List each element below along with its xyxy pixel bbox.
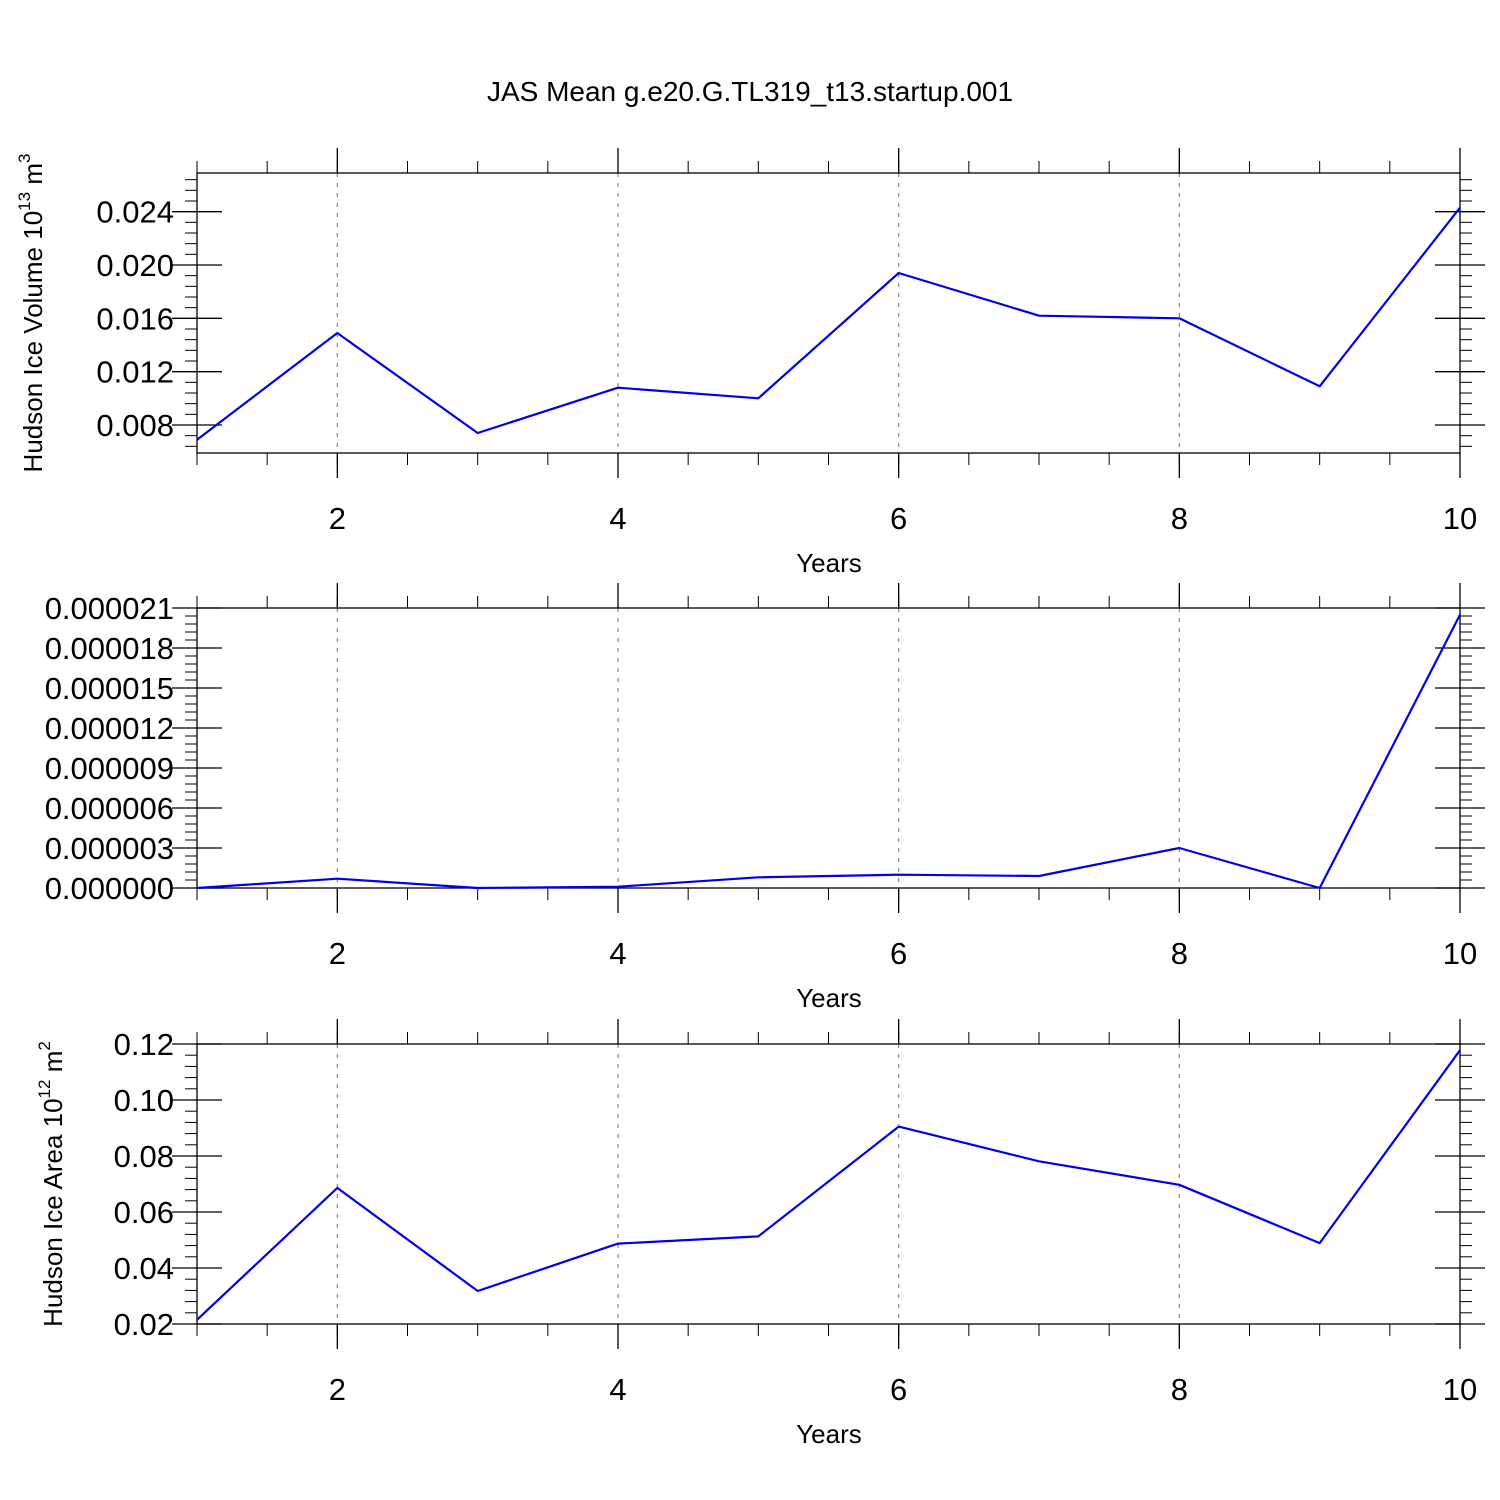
x-tick-label: 2 bbox=[329, 936, 346, 971]
y-tick-label: 0.000018 bbox=[45, 631, 174, 666]
x-tick-label: 2 bbox=[329, 1372, 346, 1407]
series-line bbox=[196, 207, 1461, 441]
series-line bbox=[196, 1049, 1461, 1321]
y-tick-label: 0.000021 bbox=[45, 591, 174, 626]
x-tick-label: 2 bbox=[329, 501, 346, 536]
y-axis-title: Hudson Ice Volume 1013 m3 bbox=[15, 154, 48, 473]
x-tick-label: 10 bbox=[1443, 1372, 1477, 1407]
y-tick-label: 0.08 bbox=[114, 1139, 174, 1174]
series-line bbox=[196, 614, 1461, 890]
plot-frame bbox=[196, 172, 1461, 454]
y-tick-label: 0.12 bbox=[114, 1027, 174, 1062]
y-axis-title-unit: m bbox=[38, 1051, 68, 1080]
x-tick-label: 10 bbox=[1443, 501, 1477, 536]
y-tick-label: 0.016 bbox=[96, 301, 174, 336]
y-tick-label: 0.02 bbox=[114, 1307, 174, 1342]
chart-panel-2: 2 4 6 8 10 0.000000 0.000003 0.000006 0.000009 0.… bbox=[45, 583, 1485, 1013]
y-tick-label: 0.008 bbox=[96, 408, 174, 443]
x-axis-title: Years bbox=[796, 1419, 862, 1449]
chart-title: JAS Mean g.e20.G.TL319_t13.startup.001 bbox=[487, 76, 1013, 107]
chart-panel-3: 2 4 6 8 10 0.02 0.04 0.06 0.08 0.10 0.12 Years Hudso… bbox=[35, 1019, 1485, 1449]
y-axis-title-text: Hudson Ice Area 10 bbox=[38, 1098, 68, 1326]
x-axis-title: Years bbox=[796, 548, 862, 578]
x-tick-label: 6 bbox=[890, 936, 907, 971]
x-tick-label: 6 bbox=[890, 1372, 907, 1407]
x-axis-title: Years bbox=[796, 983, 862, 1013]
y-tick-label: 0.012 bbox=[96, 355, 174, 390]
x-tick-label: 8 bbox=[1171, 1372, 1188, 1407]
chart-panels: 2 4 6 8 100.0080.0120.0160.0200.024YearsHuds… bbox=[15, 148, 1485, 1449]
y-tick-label: 0.000009 bbox=[45, 751, 174, 786]
y-tick-label: 0.06 bbox=[114, 1195, 174, 1230]
y-tick-label: 0.000003 bbox=[45, 831, 174, 866]
y-axis-title-exponent: 12 bbox=[35, 1080, 54, 1099]
x-tick-label: 6 bbox=[890, 501, 907, 536]
x-tick-label: 4 bbox=[609, 501, 626, 536]
plot-frame bbox=[196, 1043, 1461, 1325]
y-tick-label: 0.000000 bbox=[45, 871, 174, 906]
x-tick-label: 4 bbox=[609, 1372, 626, 1407]
chart-panel-1: 2 4 6 8 10 0.008 0.012 0.016 0.020 0.024 Years Huds… bbox=[15, 148, 1485, 578]
y-tick-label: 0.024 bbox=[96, 195, 174, 230]
y-tick-label: 0.000006 bbox=[45, 791, 174, 826]
y-axis-title-unit-exponent: 2 bbox=[35, 1041, 54, 1050]
y-axis-title-unit: m bbox=[18, 163, 48, 192]
y-tick-label: 0.000012 bbox=[45, 711, 174, 746]
x-tick-label: 10 bbox=[1443, 936, 1477, 971]
y-tick-label: 0.10 bbox=[114, 1083, 174, 1118]
y-axis-title: Hudson Ice Area 1012 m2 bbox=[35, 1041, 68, 1327]
y-axis-title-unit-exponent: 3 bbox=[15, 154, 34, 163]
y-tick-label: 0.020 bbox=[96, 248, 174, 283]
x-tick-label: 4 bbox=[609, 936, 626, 971]
plot-frame bbox=[196, 607, 1461, 889]
y-axis-title-text: Hudson Ice Volume 10 bbox=[18, 211, 48, 473]
x-tick-label: 8 bbox=[1171, 501, 1188, 536]
x-tick-label: 8 bbox=[1171, 936, 1188, 971]
y-tick-label: 0.000015 bbox=[45, 671, 174, 706]
y-axis-title-exponent: 13 bbox=[15, 192, 34, 211]
y-tick-label: 0.04 bbox=[114, 1251, 174, 1286]
